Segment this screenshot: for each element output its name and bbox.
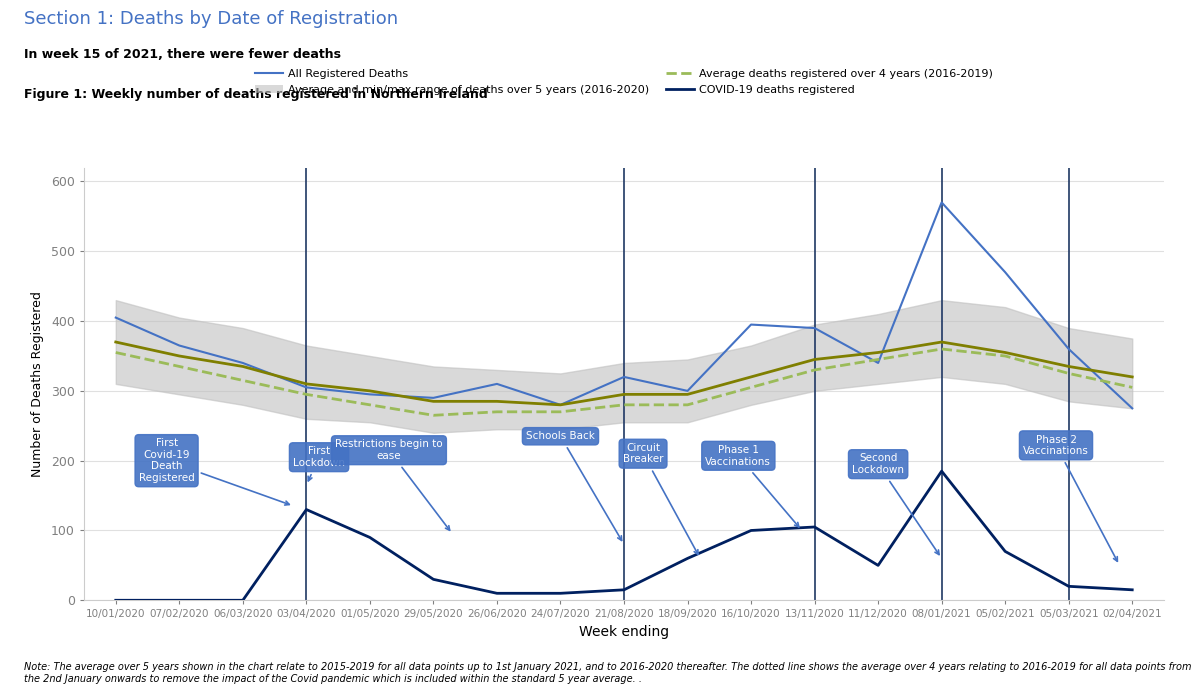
- COVID-19 deaths registered: [108, 596, 122, 604]
- Average and min/max range of deaths over 5 years (2016-2020): [1062, 362, 1076, 371]
- Y-axis label: Number of Deaths Registered: Number of Deaths Registered: [31, 291, 44, 477]
- Average and min/max range of deaths over 5 years (2016-2020): [172, 352, 186, 360]
- COVID-19 deaths registered: [1126, 586, 1140, 594]
- Average deaths registered over 4 years (2016-2019): [108, 348, 122, 357]
- COVID-19 deaths registered: [935, 467, 949, 475]
- Average and min/max range of deaths over 5 years (2016-2020): [108, 338, 122, 346]
- Average deaths registered over 4 years (2016-2019): [744, 383, 758, 392]
- Average deaths registered over 4 years (2016-2019): [998, 352, 1013, 360]
- All Registered Deaths: [808, 324, 822, 332]
- COVID-19 deaths registered: [553, 589, 568, 597]
- COVID-19 deaths registered: [680, 554, 695, 563]
- Text: First
Lockdown: First Lockdown: [293, 447, 346, 481]
- Average and min/max range of deaths over 5 years (2016-2020): [871, 348, 886, 357]
- Text: First
Covid-19
Death
Registered: First Covid-19 Death Registered: [139, 438, 289, 505]
- Average and min/max range of deaths over 5 years (2016-2020): [935, 338, 949, 346]
- Average and min/max range of deaths over 5 years (2016-2020): [235, 362, 250, 371]
- All Registered Deaths: [744, 320, 758, 329]
- COVID-19 deaths registered: [426, 575, 440, 584]
- Line: Average deaths registered over 4 years (2016-2019): Average deaths registered over 4 years (…: [115, 349, 1133, 415]
- All Registered Deaths: [998, 268, 1013, 276]
- COVID-19 deaths registered: [490, 589, 504, 597]
- Average deaths registered over 4 years (2016-2019): [680, 401, 695, 409]
- All Registered Deaths: [680, 387, 695, 395]
- All Registered Deaths: [1062, 345, 1076, 353]
- COVID-19 deaths registered: [808, 523, 822, 531]
- Average and min/max range of deaths over 5 years (2016-2020): [1126, 373, 1140, 381]
- Line: Average and min/max range of deaths over 5 years (2016-2020): Average and min/max range of deaths over…: [115, 342, 1133, 405]
- Average and min/max range of deaths over 5 years (2016-2020): [553, 401, 568, 409]
- All Registered Deaths: [935, 198, 949, 207]
- Average and min/max range of deaths over 5 years (2016-2020): [617, 390, 631, 399]
- Average deaths registered over 4 years (2016-2019): [172, 362, 186, 371]
- Average deaths registered over 4 years (2016-2019): [490, 408, 504, 416]
- Legend: All Registered Deaths, Average and min/max range of deaths over 5 years (2016-20: All Registered Deaths, Average and min/m…: [251, 65, 997, 99]
- Text: Second
Lockdown: Second Lockdown: [852, 454, 940, 554]
- All Registered Deaths: [871, 359, 886, 367]
- Average deaths registered over 4 years (2016-2019): [871, 355, 886, 364]
- Text: Circuit
Breaker: Circuit Breaker: [623, 443, 698, 554]
- Average deaths registered over 4 years (2016-2019): [299, 390, 313, 399]
- COVID-19 deaths registered: [362, 533, 377, 542]
- Average deaths registered over 4 years (2016-2019): [935, 345, 949, 353]
- All Registered Deaths: [426, 394, 440, 402]
- Text: In week 15 of 2021, there were fewer deaths: In week 15 of 2021, there were fewer dea…: [24, 47, 346, 61]
- COVID-19 deaths registered: [299, 505, 313, 514]
- Average deaths registered over 4 years (2016-2019): [362, 401, 377, 409]
- X-axis label: Week ending: Week ending: [578, 625, 670, 639]
- All Registered Deaths: [362, 390, 377, 399]
- All Registered Deaths: [108, 313, 122, 322]
- Average and min/max range of deaths over 5 years (2016-2020): [680, 390, 695, 399]
- Text: Restrictions begin to
ease: Restrictions begin to ease: [335, 440, 450, 530]
- Average and min/max range of deaths over 5 years (2016-2020): [426, 397, 440, 406]
- Line: All Registered Deaths: All Registered Deaths: [115, 202, 1133, 408]
- All Registered Deaths: [553, 401, 568, 409]
- Line: COVID-19 deaths registered: COVID-19 deaths registered: [115, 471, 1133, 600]
- All Registered Deaths: [299, 383, 313, 392]
- Average and min/max range of deaths over 5 years (2016-2020): [362, 387, 377, 395]
- All Registered Deaths: [235, 359, 250, 367]
- COVID-19 deaths registered: [617, 586, 631, 594]
- Text: Section 1: Deaths by Date of Registration: Section 1: Deaths by Date of Registratio…: [24, 10, 398, 28]
- Average and min/max range of deaths over 5 years (2016-2020): [998, 348, 1013, 357]
- Average deaths registered over 4 years (2016-2019): [235, 376, 250, 385]
- All Registered Deaths: [617, 373, 631, 381]
- Text: Figure 1: Weekly number of deaths registered in Northern Ireland: Figure 1: Weekly number of deaths regist…: [24, 88, 487, 101]
- Average deaths registered over 4 years (2016-2019): [1062, 369, 1076, 378]
- Text: Schools Back: Schools Back: [526, 431, 622, 540]
- All Registered Deaths: [1126, 404, 1140, 413]
- Text: Phase 1
Vaccinations: Phase 1 Vaccinations: [706, 445, 799, 527]
- All Registered Deaths: [172, 341, 186, 350]
- All Registered Deaths: [490, 380, 504, 388]
- Average deaths registered over 4 years (2016-2019): [617, 401, 631, 409]
- Average deaths registered over 4 years (2016-2019): [426, 411, 440, 419]
- Average deaths registered over 4 years (2016-2019): [553, 408, 568, 416]
- COVID-19 deaths registered: [871, 561, 886, 570]
- Average and min/max range of deaths over 5 years (2016-2020): [808, 355, 822, 364]
- Text: Note: The average over 5 years shown in the chart relate to 2015-2019 for all da: Note: The average over 5 years shown in …: [24, 662, 1192, 684]
- COVID-19 deaths registered: [235, 596, 250, 604]
- Average deaths registered over 4 years (2016-2019): [808, 366, 822, 374]
- COVID-19 deaths registered: [1062, 582, 1076, 591]
- Average and min/max range of deaths over 5 years (2016-2020): [299, 380, 313, 388]
- Average and min/max range of deaths over 5 years (2016-2020): [490, 397, 504, 406]
- Average and min/max range of deaths over 5 years (2016-2020): [744, 373, 758, 381]
- COVID-19 deaths registered: [744, 526, 758, 535]
- COVID-19 deaths registered: [172, 596, 186, 604]
- COVID-19 deaths registered: [998, 547, 1013, 556]
- Text: Phase 2
Vaccinations: Phase 2 Vaccinations: [1024, 435, 1117, 561]
- Average deaths registered over 4 years (2016-2019): [1126, 383, 1140, 392]
